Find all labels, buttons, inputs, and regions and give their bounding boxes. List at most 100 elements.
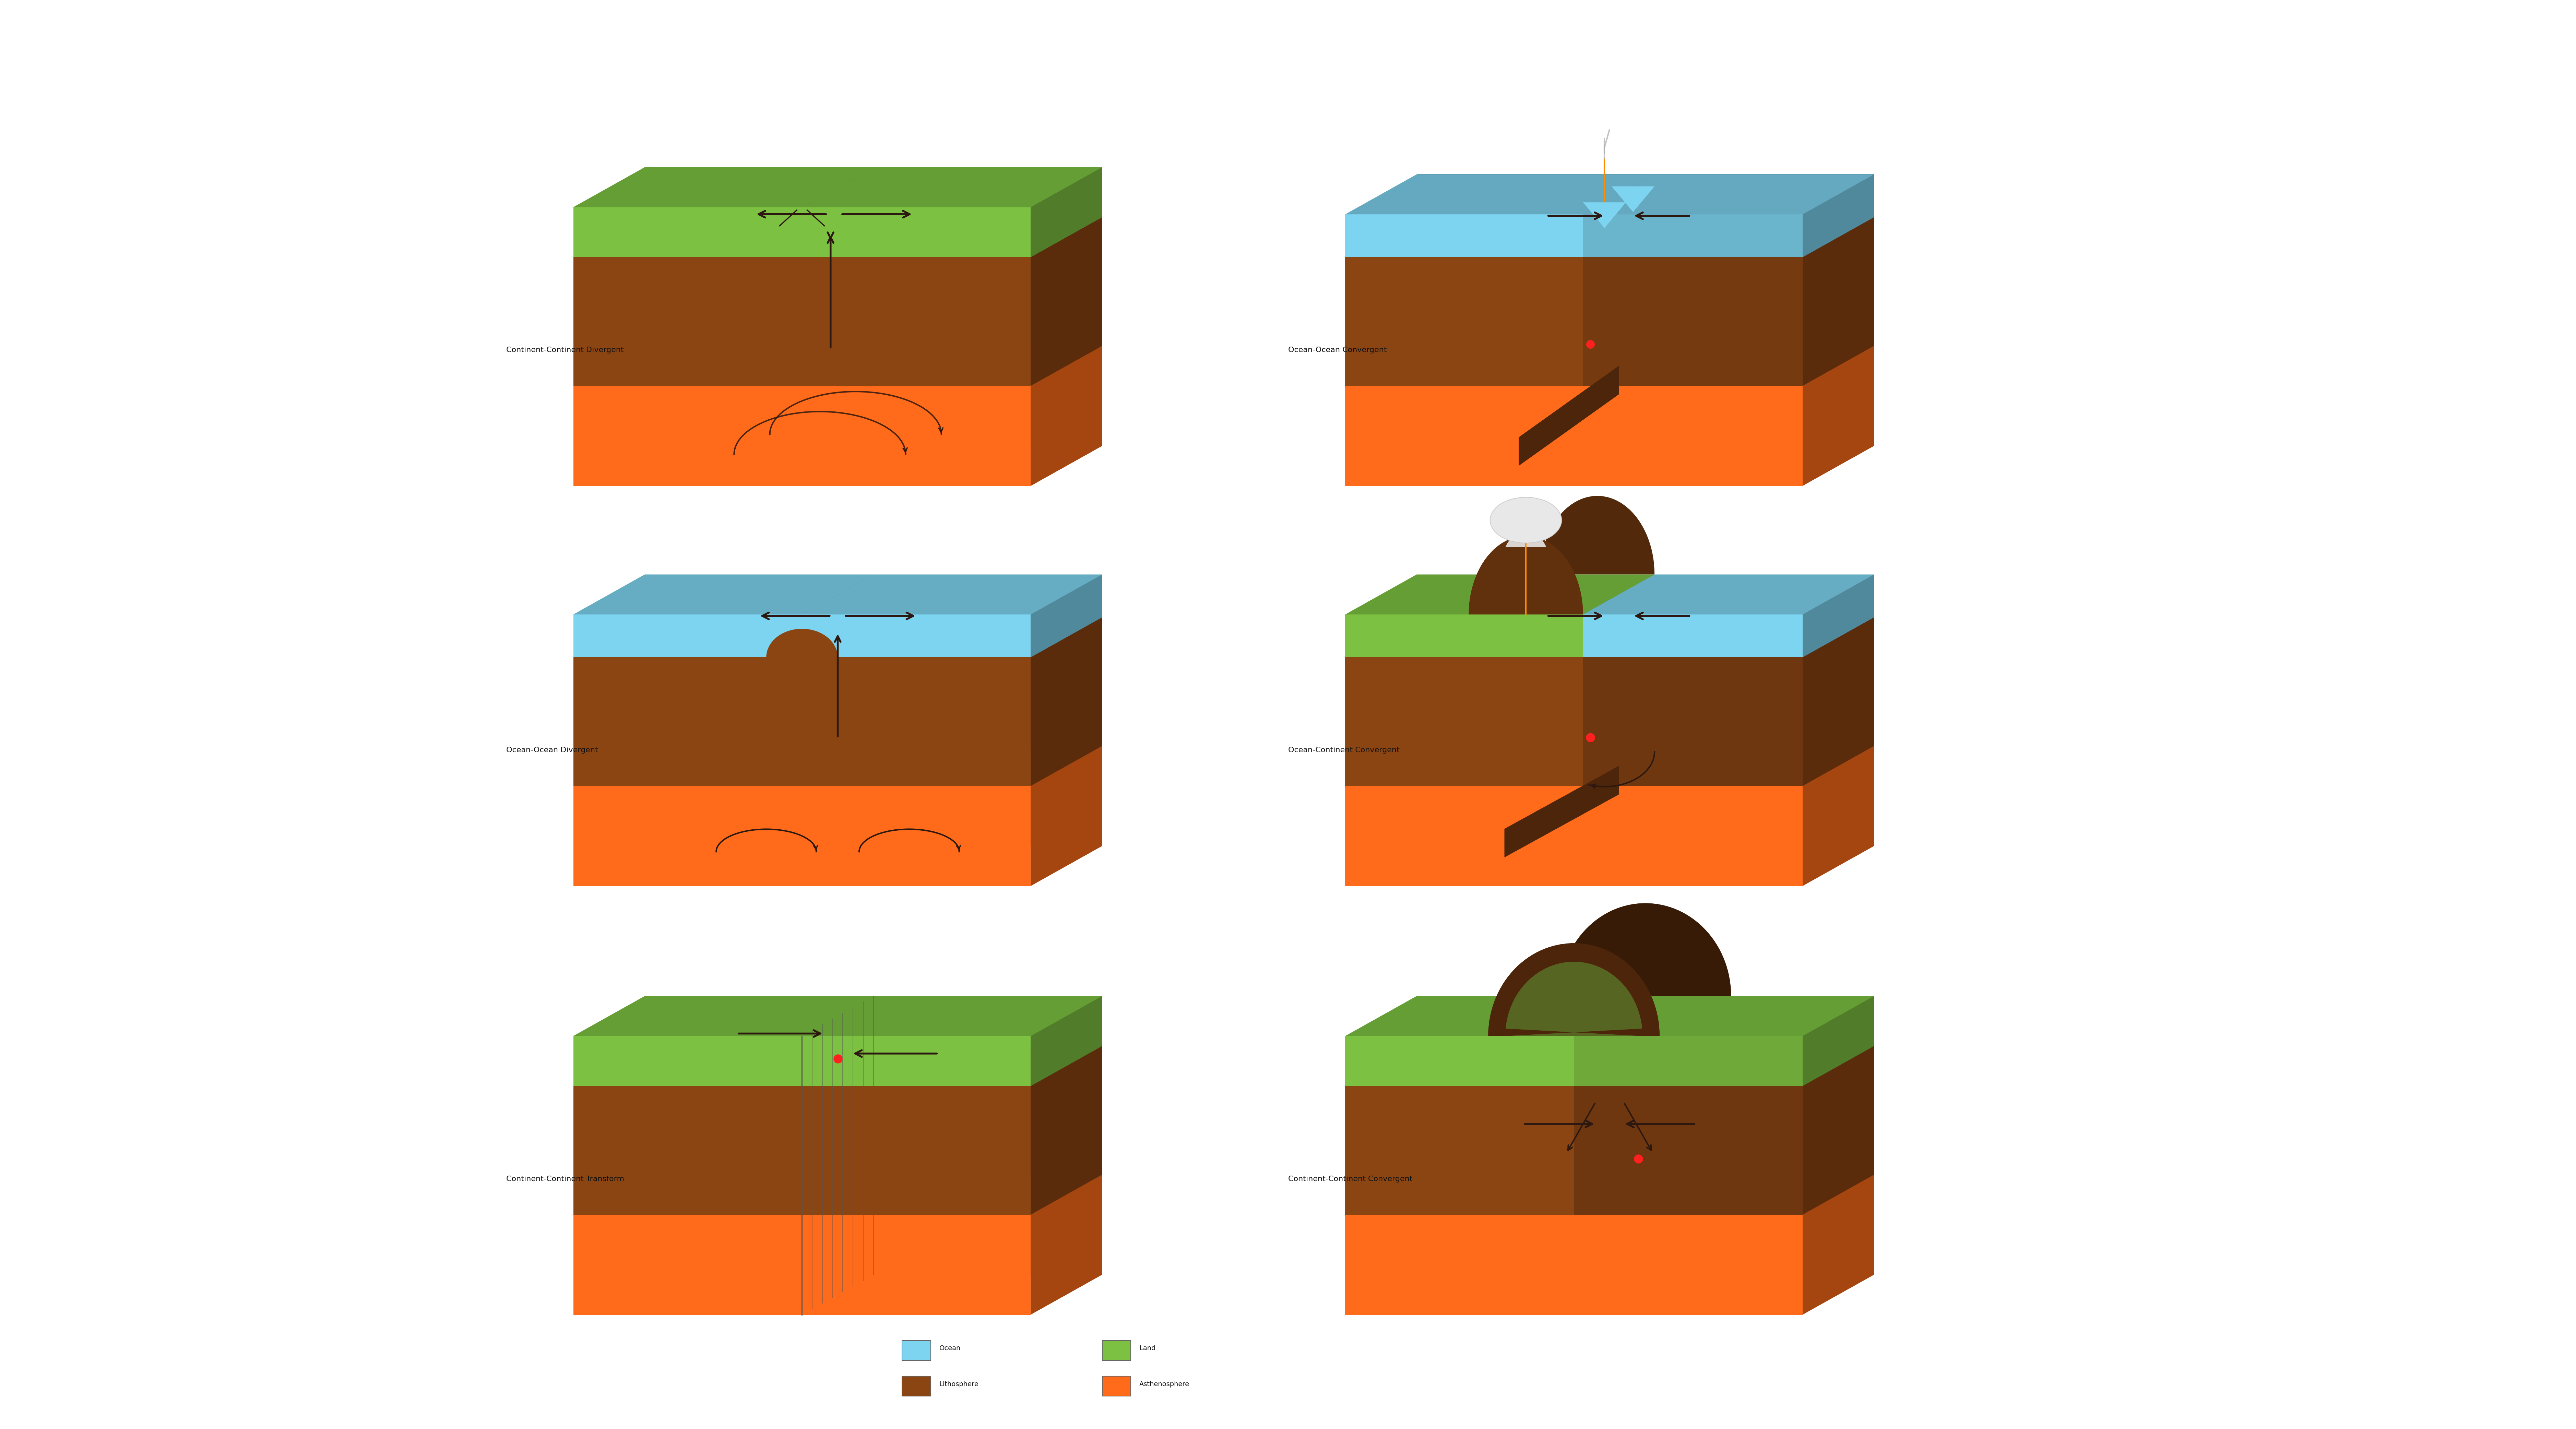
Polygon shape [1803,996,1875,1086]
Polygon shape [1030,574,1103,657]
Polygon shape [1417,217,1875,346]
Polygon shape [1030,167,1103,257]
Polygon shape [574,614,801,657]
Polygon shape [801,257,1030,386]
Polygon shape [1345,614,1584,657]
Polygon shape [1584,657,1803,786]
Polygon shape [644,746,1103,846]
Bar [902,1376,930,1396]
Polygon shape [801,207,1030,257]
Polygon shape [801,614,1030,657]
Polygon shape [1584,214,1803,257]
Polygon shape [1417,174,1875,217]
Polygon shape [1584,614,1803,657]
Polygon shape [1540,496,1654,574]
Polygon shape [1584,174,1875,214]
Polygon shape [644,1175,1103,1275]
Polygon shape [1345,386,1803,486]
Polygon shape [873,167,1103,217]
Polygon shape [1803,1175,1875,1315]
Polygon shape [1417,617,1875,746]
Polygon shape [644,346,1103,446]
Polygon shape [574,1086,1030,1215]
Polygon shape [1504,766,1618,857]
Polygon shape [1030,346,1103,386]
Polygon shape [1504,962,1643,1036]
Bar [902,1340,930,1360]
Polygon shape [1803,217,1875,386]
Polygon shape [574,167,873,207]
Polygon shape [1345,1086,1574,1215]
Text: Continent-Continent Convergent: Continent-Continent Convergent [1288,1176,1412,1182]
Polygon shape [644,1046,1103,1175]
Polygon shape [574,1215,1030,1315]
Text: Continent-Continent Transform: Continent-Continent Transform [505,1176,623,1182]
Polygon shape [1803,574,1875,657]
Polygon shape [1030,617,1103,786]
Polygon shape [1345,1036,1574,1086]
Polygon shape [1030,1046,1103,1215]
Polygon shape [1030,346,1103,486]
Polygon shape [1345,786,1803,886]
Polygon shape [1030,996,1103,1086]
Text: Asthenosphere: Asthenosphere [1139,1380,1190,1388]
Polygon shape [1489,943,1659,1036]
Polygon shape [765,629,837,657]
Polygon shape [1345,657,1584,786]
Polygon shape [1345,214,1584,257]
Polygon shape [574,1036,1030,1086]
Polygon shape [1417,1175,1875,1275]
Polygon shape [1030,217,1103,386]
Polygon shape [1345,1215,1803,1315]
Polygon shape [1574,996,1875,1036]
Polygon shape [1030,167,1103,257]
Polygon shape [1803,1046,1875,1215]
Polygon shape [1803,746,1875,886]
Polygon shape [1345,174,1654,214]
Polygon shape [801,657,1030,786]
Polygon shape [1803,346,1875,486]
Polygon shape [574,257,801,386]
Polygon shape [1803,617,1875,786]
Polygon shape [574,657,801,786]
Polygon shape [1345,574,1654,614]
Polygon shape [1584,257,1803,386]
Polygon shape [644,574,1103,617]
Polygon shape [837,589,909,617]
Polygon shape [1417,1046,1875,1175]
Polygon shape [574,386,1030,486]
Polygon shape [574,574,873,614]
Polygon shape [574,996,1103,1036]
Text: Lithosphere: Lithosphere [940,1380,979,1388]
Bar [1103,1340,1131,1360]
Text: Continent-Continent Divergent: Continent-Continent Divergent [505,347,623,353]
Polygon shape [801,574,1103,614]
Bar [1103,1376,1131,1396]
Text: Ocean: Ocean [940,1345,961,1352]
Polygon shape [1468,536,1584,614]
Polygon shape [1345,996,1646,1036]
Text: Ocean-Continent Convergent: Ocean-Continent Convergent [1288,747,1399,753]
Polygon shape [1574,1086,1803,1215]
Polygon shape [1584,203,1625,229]
Polygon shape [1030,746,1103,886]
Polygon shape [1417,746,1875,846]
Polygon shape [644,217,1103,346]
Text: Ocean-Ocean Convergent: Ocean-Ocean Convergent [1288,347,1386,353]
Polygon shape [1574,1036,1803,1086]
Polygon shape [1030,346,1103,486]
Polygon shape [574,207,801,257]
Polygon shape [1417,996,1875,1046]
Polygon shape [1417,346,1875,446]
Polygon shape [644,167,873,217]
Polygon shape [1030,167,1103,207]
Polygon shape [644,617,1103,746]
Polygon shape [1417,574,1654,617]
Polygon shape [801,167,1103,207]
Polygon shape [1030,1175,1103,1315]
Polygon shape [1654,574,1875,617]
Polygon shape [1030,217,1103,257]
Text: Land: Land [1139,1345,1157,1352]
Polygon shape [1584,574,1875,614]
Text: Ocean-Ocean Divergent: Ocean-Ocean Divergent [505,747,598,753]
